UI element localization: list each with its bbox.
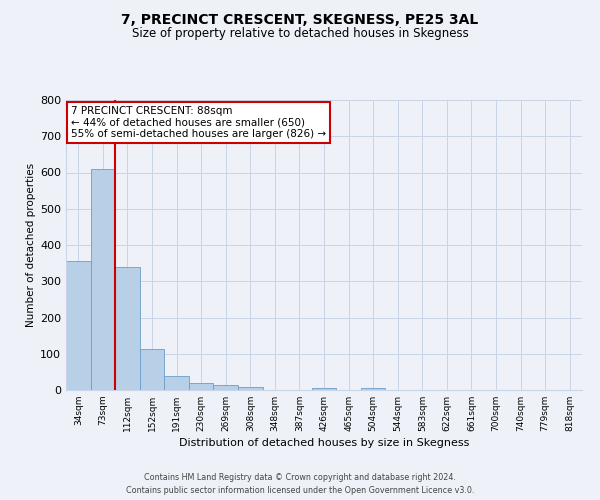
Bar <box>214 386 238 390</box>
Bar <box>164 376 189 390</box>
Bar <box>66 260 91 390</box>
Text: Contains HM Land Registry data © Crown copyright and database right 2024.: Contains HM Land Registry data © Crown c… <box>144 474 456 482</box>
Bar <box>238 387 263 390</box>
X-axis label: Distribution of detached houses by size in Skegness: Distribution of detached houses by size … <box>179 438 469 448</box>
Bar <box>91 168 115 390</box>
Text: 7, PRECINCT CRESCENT, SKEGNESS, PE25 3AL: 7, PRECINCT CRESCENT, SKEGNESS, PE25 3AL <box>121 12 479 26</box>
Bar <box>312 388 336 390</box>
Text: Size of property relative to detached houses in Skegness: Size of property relative to detached ho… <box>131 28 469 40</box>
Text: 7 PRECINCT CRESCENT: 88sqm
← 44% of detached houses are smaller (650)
55% of sem: 7 PRECINCT CRESCENT: 88sqm ← 44% of deta… <box>71 106 326 139</box>
Bar <box>189 383 214 390</box>
Bar <box>361 388 385 390</box>
Bar <box>140 349 164 390</box>
Text: Contains public sector information licensed under the Open Government Licence v3: Contains public sector information licen… <box>126 486 474 495</box>
Y-axis label: Number of detached properties: Number of detached properties <box>26 163 36 327</box>
Bar <box>115 267 140 390</box>
